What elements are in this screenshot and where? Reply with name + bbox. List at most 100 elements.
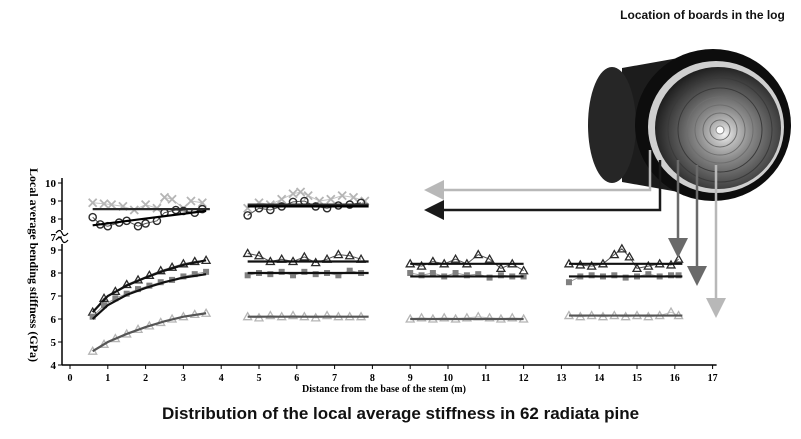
- data-point-circle: [254, 203, 264, 213]
- data-point-square: [335, 272, 342, 279]
- log-growth-ring: [677, 87, 763, 173]
- series-trace-line: [92, 208, 203, 227]
- x-tick-label: 8: [370, 373, 375, 384]
- x-tick-label: 12: [519, 373, 529, 384]
- data-point-square: [588, 272, 595, 279]
- data-point-triangle: [609, 249, 620, 259]
- data-point-triangle: [299, 251, 310, 261]
- data-point-square: [312, 271, 319, 278]
- data-point-triangle: [450, 253, 461, 263]
- data-point-x-marker: [288, 189, 298, 199]
- data-point-circle: [345, 200, 355, 209]
- x-tick-label: 11: [481, 373, 490, 384]
- x-tick-label: 15: [632, 373, 642, 384]
- x-tick-label: 3: [181, 373, 186, 384]
- x-tick-label: 0: [68, 373, 73, 384]
- data-point-x-marker: [167, 194, 177, 204]
- data-point-square: [407, 270, 414, 276]
- data-point-square: [346, 267, 353, 274]
- data-point-triangle: [673, 253, 684, 263]
- x-tick-label: 16: [670, 373, 680, 384]
- x-tick-label: 17: [708, 373, 718, 384]
- data-point-square: [101, 302, 108, 309]
- data-point-triangle: [616, 243, 628, 253]
- log-cross-section-icon: [588, 49, 791, 201]
- y-tick-label: 6: [51, 314, 57, 326]
- log-pith: [715, 125, 725, 135]
- y-tick-label: 9: [51, 196, 57, 208]
- series-trace-line: [247, 200, 362, 216]
- y-tick-label: 9: [51, 245, 57, 257]
- data-point-circle: [197, 204, 207, 214]
- data-point-x-marker: [99, 199, 109, 209]
- data-point-square: [203, 268, 210, 275]
- data-point-x-marker: [197, 198, 207, 208]
- log-figure-title: Location of boards in the log: [620, 8, 785, 22]
- data-point-triangle: [416, 260, 427, 270]
- x-tick-label: 5: [257, 373, 262, 384]
- data-point-x-marker: [88, 198, 98, 208]
- data-point-triangle: [344, 250, 355, 260]
- data-point-triangle: [189, 256, 200, 266]
- y-tick-label: 8: [51, 214, 57, 226]
- x-tick-label: 4: [219, 373, 224, 384]
- data-point-triangle: [507, 312, 518, 322]
- log-far-end: [588, 67, 636, 183]
- data-point-square: [611, 272, 618, 279]
- data-point-triangle: [643, 260, 654, 270]
- x-tick-label: 1: [105, 373, 110, 384]
- data-point-triangle: [484, 253, 495, 263]
- data-point-square: [486, 274, 493, 281]
- data-point-square: [668, 272, 675, 279]
- data-point-square: [278, 268, 285, 275]
- fitted-trend-line: [92, 312, 207, 353]
- data-point-square: [191, 271, 198, 278]
- stem-segment: [242, 187, 370, 322]
- data-point-square: [112, 295, 119, 302]
- x-axis-label: Distance from the base of the stem (m): [302, 384, 466, 395]
- data-point-square: [301, 268, 308, 275]
- data-point-square: [497, 272, 504, 279]
- log-growth-ring: [709, 119, 731, 141]
- data-point-square: [475, 271, 482, 278]
- data-point-circle: [300, 196, 309, 206]
- data-point-x-marker: [106, 199, 117, 210]
- data-point-x-marker: [277, 194, 287, 204]
- data-point-square: [244, 272, 251, 279]
- data-point-triangle: [473, 249, 484, 259]
- log-growth-ring: [702, 112, 738, 148]
- fitted-trend-line: [91, 259, 207, 313]
- data-point-x-marker: [303, 190, 313, 201]
- fitted-trend-line: [92, 209, 207, 227]
- data-point-triangle: [333, 249, 344, 259]
- data-point-square: [290, 272, 297, 279]
- y-tick-label: 10: [45, 178, 57, 190]
- y-tick-label: 8: [51, 268, 57, 280]
- x-tick-label: 13: [556, 373, 566, 384]
- data-point-x-marker: [140, 199, 151, 210]
- data-point-circle: [133, 221, 143, 231]
- x-tick-label: 2: [143, 373, 148, 384]
- board-location-arrows: [424, 150, 726, 318]
- series-trace-line: [410, 254, 524, 272]
- y-tick-label: 7: [51, 291, 57, 303]
- data-point-circle: [141, 219, 150, 228]
- data-point-square: [157, 279, 164, 286]
- y-tick-label: 4: [51, 360, 57, 372]
- data-point-square: [429, 270, 436, 276]
- data-point-x-marker: [159, 192, 170, 203]
- data-point-square: [452, 270, 459, 276]
- data-point-x-marker: [348, 192, 359, 203]
- data-point-x-marker: [337, 190, 347, 201]
- data-point-square: [622, 274, 629, 281]
- data-point-circle: [322, 203, 332, 213]
- data-point-triangle: [624, 251, 635, 261]
- x-tick-label: 9: [408, 373, 413, 384]
- data-point-triangle: [253, 250, 265, 260]
- data-point-triangle: [495, 263, 507, 273]
- x-tick-label: 7: [332, 373, 337, 384]
- data-point-square: [565, 279, 572, 286]
